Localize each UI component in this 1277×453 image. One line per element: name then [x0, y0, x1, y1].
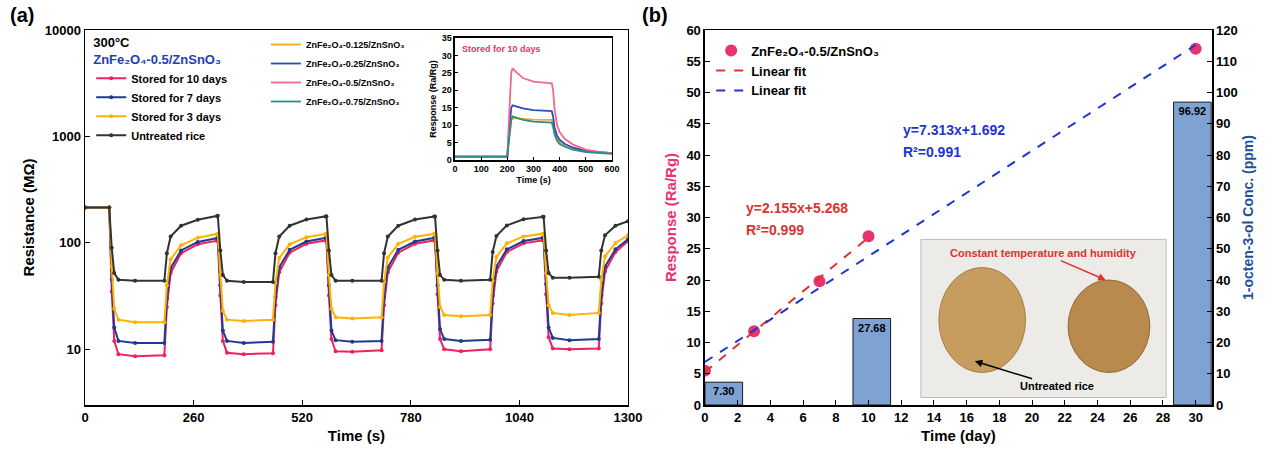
svg-text:4: 4 [767, 410, 775, 425]
svg-text:45: 45 [686, 116, 700, 131]
svg-text:R²=0.999: R²=0.999 [746, 222, 804, 238]
svg-text:96.92: 96.92 [1179, 105, 1207, 117]
svg-text:20: 20 [1025, 410, 1039, 425]
svg-text:25: 25 [686, 241, 700, 256]
svg-text:7.30: 7.30 [713, 385, 734, 397]
svg-text:10: 10 [442, 120, 452, 130]
svg-text:15: 15 [442, 103, 452, 113]
svg-text:18: 18 [992, 410, 1006, 425]
svg-text:30: 30 [1188, 410, 1202, 425]
svg-text:27.68: 27.68 [858, 322, 886, 334]
svg-text:400: 400 [552, 164, 567, 174]
svg-text:500: 500 [578, 164, 593, 174]
svg-text:1300: 1300 [614, 410, 643, 425]
svg-text:70: 70 [1216, 179, 1230, 194]
svg-text:Linear fit: Linear fit [751, 83, 807, 98]
svg-text:520: 520 [291, 410, 313, 425]
svg-text:6: 6 [799, 410, 806, 425]
svg-text:15: 15 [686, 304, 700, 319]
svg-text:Stored for 10 days: Stored for 10 days [462, 44, 541, 54]
svg-text:80: 80 [1216, 148, 1230, 163]
svg-text:Response (Ra/Rg): Response (Ra/Rg) [662, 153, 679, 282]
svg-text:200: 200 [500, 164, 515, 174]
svg-text:16: 16 [959, 410, 973, 425]
svg-text:Resistance (MΩ): Resistance (MΩ) [20, 159, 37, 277]
svg-text:110: 110 [1216, 54, 1237, 69]
svg-text:100: 100 [1216, 85, 1238, 100]
svg-text:25: 25 [442, 68, 452, 78]
svg-text:120: 120 [1216, 23, 1238, 38]
svg-text:55: 55 [686, 54, 700, 69]
svg-text:ZnFe₂O₄-0.25/ZnSnO₃: ZnFe₂O₄-0.25/ZnSnO₃ [306, 59, 399, 69]
svg-text:0: 0 [81, 410, 88, 425]
svg-text:1-octen-3-ol Conc. (ppm): 1-octen-3-ol Conc. (ppm) [1240, 135, 1256, 300]
svg-text:60: 60 [686, 23, 700, 38]
svg-text:y=7.313x+1.692: y=7.313x+1.692 [903, 122, 1005, 138]
svg-text:5: 5 [447, 138, 452, 148]
svg-text:100: 100 [59, 235, 81, 250]
svg-text:Response (Ra/Rg): Response (Ra/Rg) [428, 60, 438, 138]
svg-text:Untreated rice: Untreated rice [131, 130, 205, 142]
svg-text:35: 35 [686, 179, 700, 194]
svg-text:300: 300 [526, 164, 541, 174]
svg-text:40: 40 [686, 148, 700, 163]
svg-text:30: 30 [442, 51, 452, 61]
svg-text:1040: 1040 [505, 410, 534, 425]
svg-text:600: 600 [604, 164, 619, 174]
svg-text:40: 40 [1216, 273, 1230, 288]
svg-text:10: 10 [861, 410, 875, 425]
svg-text:90: 90 [1216, 116, 1230, 131]
svg-text:Untreated rice: Untreated rice [1020, 380, 1094, 392]
svg-text:Constant temperature and humid: Constant temperature and humidity [950, 247, 1137, 259]
svg-text:300°CZnFe₂O₄-0.5/ZnSnO₃: 300°CZnFe₂O₄-0.5/ZnSnO₃ [93, 35, 221, 67]
svg-text:20: 20 [1216, 335, 1230, 350]
svg-text:10: 10 [66, 342, 80, 357]
svg-text:260: 260 [183, 410, 205, 425]
svg-text:ZnFe₂O₄-0.5/ZnSnO₃: ZnFe₂O₄-0.5/ZnSnO₃ [751, 44, 879, 59]
svg-text:(a): (a) [10, 4, 34, 26]
svg-text:ZnFe₂O₄-0.75/ZnSnO₃: ZnFe₂O₄-0.75/ZnSnO₃ [306, 97, 399, 107]
svg-text:Time (day): Time (day) [921, 427, 996, 444]
svg-text:Stored for 3 days: Stored for 3 days [131, 111, 221, 123]
svg-text:28: 28 [1156, 410, 1170, 425]
svg-text:(b): (b) [642, 4, 668, 26]
svg-text:26: 26 [1123, 410, 1137, 425]
svg-text:12: 12 [894, 410, 908, 425]
svg-text:Time (s): Time (s) [516, 175, 550, 185]
svg-text:ZnFe₂O₄-0.125/ZnSnO₃: ZnFe₂O₄-0.125/ZnSnO₃ [306, 40, 404, 50]
svg-text:10000: 10000 [45, 23, 81, 38]
svg-text:8: 8 [832, 410, 839, 425]
svg-text:100: 100 [474, 164, 489, 174]
svg-text:50: 50 [686, 85, 700, 100]
svg-text:14: 14 [927, 410, 942, 425]
svg-text:0: 0 [447, 155, 452, 165]
svg-text:22: 22 [1058, 410, 1072, 425]
svg-text:10: 10 [686, 335, 700, 350]
svg-text:0: 0 [694, 398, 701, 413]
svg-text:20: 20 [442, 85, 452, 95]
svg-text:50: 50 [1216, 241, 1230, 256]
svg-text:Stored for 7 days: Stored for 7 days [131, 92, 221, 104]
svg-text:0: 0 [452, 164, 457, 174]
svg-text:5: 5 [694, 366, 701, 381]
svg-text:2: 2 [734, 410, 741, 425]
svg-text:24: 24 [1090, 410, 1105, 425]
svg-text:Stored for 10 days: Stored for 10 days [131, 73, 227, 85]
svg-text:ZnFe₂O₄-0.5/ZnSnO₃: ZnFe₂O₄-0.5/ZnSnO₃ [306, 78, 394, 88]
svg-text:30: 30 [1216, 304, 1230, 319]
svg-text:0: 0 [1216, 398, 1223, 413]
svg-text:20: 20 [686, 273, 700, 288]
svg-text:35: 35 [442, 33, 452, 43]
svg-text:780: 780 [400, 410, 422, 425]
svg-text:R²=0.991: R²=0.991 [903, 144, 961, 160]
svg-text:60: 60 [1216, 210, 1230, 225]
svg-text:0: 0 [701, 410, 708, 425]
svg-text:Time (s): Time (s) [328, 427, 385, 444]
svg-text:Linear fit: Linear fit [751, 64, 807, 79]
svg-text:10: 10 [1216, 366, 1230, 381]
svg-text:30: 30 [686, 210, 700, 225]
svg-text:1000: 1000 [52, 129, 81, 144]
svg-text:y=2.155x+5.268: y=2.155x+5.268 [746, 200, 848, 216]
